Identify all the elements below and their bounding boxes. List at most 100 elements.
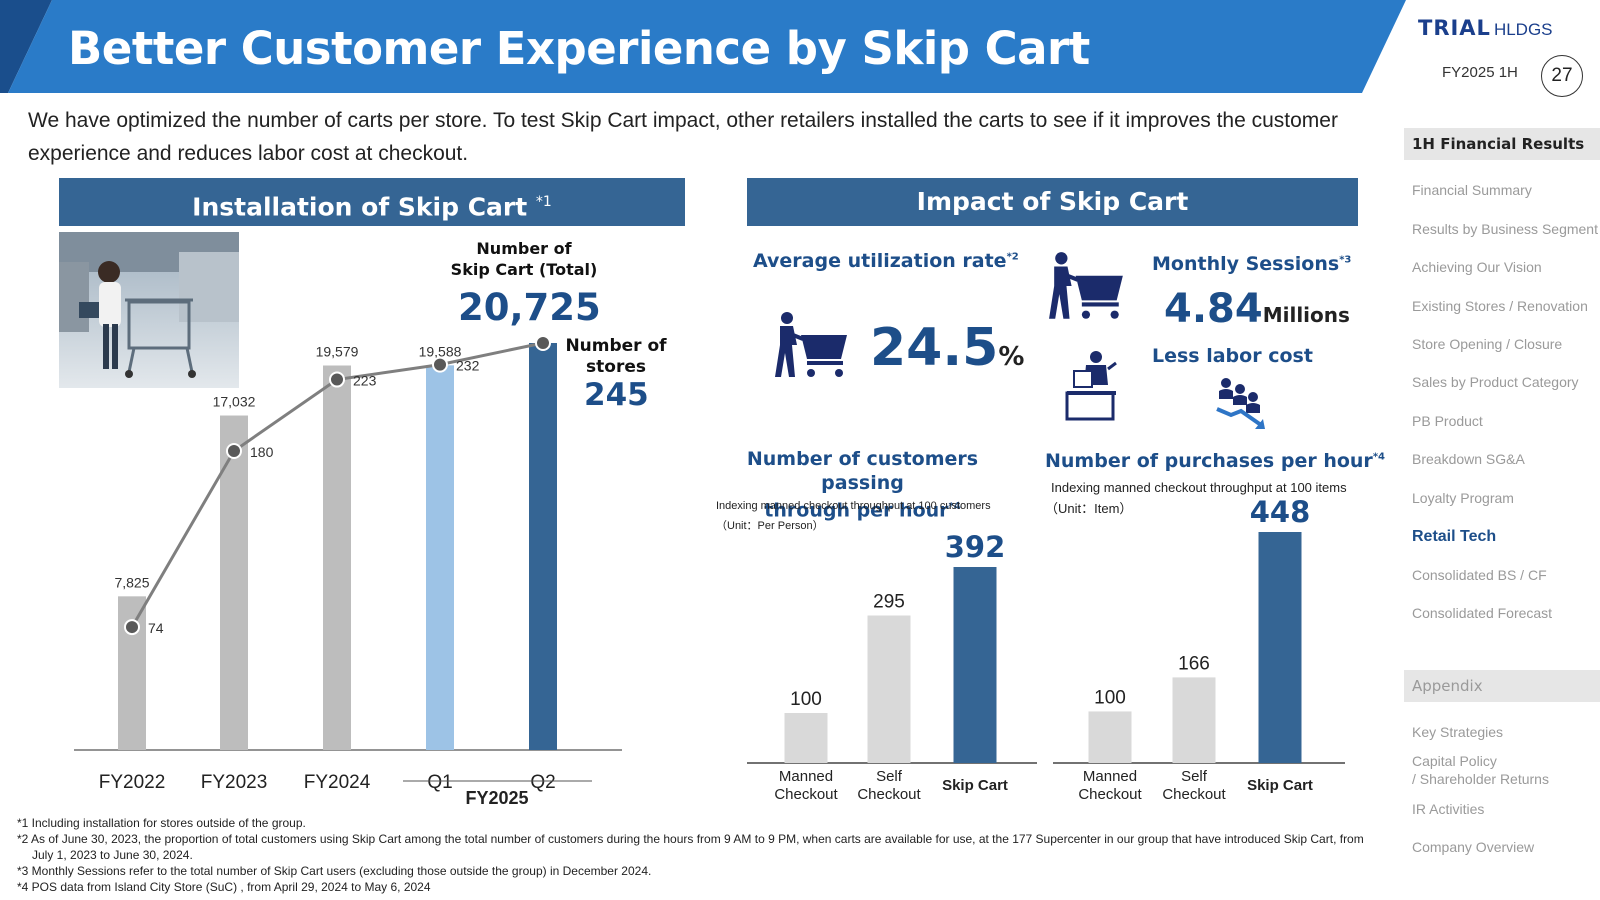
installation-bar-q1	[426, 365, 454, 750]
installation-note: *1	[535, 194, 552, 210]
stores-value-label: 232	[456, 358, 480, 374]
labor-cost-title: Less labor cost	[1152, 345, 1313, 367]
purchases-x-tick-label: Checkout	[1078, 786, 1142, 803]
footnote-4: *4 POS data from Island City Store (SuC)…	[17, 880, 431, 894]
purchases-bar	[1172, 677, 1216, 763]
installation-x-tick-label: Q2	[530, 772, 555, 793]
utilization-title: Average utilization rate*2	[753, 250, 1019, 272]
footnote-2: *2 As of June 30, 2023, the proportion o…	[17, 832, 1364, 862]
customers-bar	[784, 713, 828, 763]
skip-cart-total-value: 20,725	[458, 286, 601, 329]
customers-x-tick-label: Checkout	[857, 786, 921, 803]
stores-point	[226, 442, 242, 459]
installation-x-tick-label: FY2024	[304, 772, 371, 793]
period-label: FY2025 1H	[1442, 64, 1518, 81]
purchases-bar-value-label: 448	[1250, 495, 1311, 529]
purchases-x-tick-label: Self	[1181, 768, 1208, 785]
cashier-icon	[1065, 351, 1117, 421]
customers-chart-subtitle: Indexing manned checkout throughput at 1…	[716, 500, 991, 512]
purchases-chart-unit: （Unit：Item）	[1045, 501, 1133, 516]
customers-bar-value-label: 392	[945, 530, 1006, 564]
purchases-bar	[1258, 532, 1302, 763]
sidebar-item-achieving-vision[interactable]: Achieving Our Vision	[1412, 259, 1542, 275]
logo-brand: TRIAL	[1418, 16, 1491, 40]
stores-label: Number of stores	[560, 336, 672, 378]
sidebar-item-consolidated-forecast[interactable]: Consolidated Forecast	[1412, 605, 1553, 621]
purchases-x-tick-label: Manned	[1083, 768, 1137, 785]
sidebar-item-business-segment[interactable]: Results by Business Segment	[1412, 221, 1598, 237]
sidebar-item-retail-tech[interactable]: Retail Tech	[1412, 528, 1497, 545]
sessions-cart-icon	[1049, 252, 1123, 319]
stores-value-label: 180	[250, 444, 274, 460]
installation-x-tick-label: Q1	[427, 772, 452, 793]
sidebar-item-store-opening[interactable]: Store Opening / Closure	[1412, 336, 1563, 352]
stores-point	[432, 356, 448, 373]
logo-suffix: HLDGS	[1493, 20, 1553, 39]
header-band	[0, 0, 1406, 93]
installation-panel-header: Installation of Skip Cart *1	[59, 178, 685, 226]
skip-cart-total-label: Number of Skip Cart (Total)	[440, 238, 608, 280]
footnotes: *1 Including installation for stores out…	[17, 815, 1367, 895]
skip-cart-total-label-line2: Skip Cart (Total)	[450, 260, 598, 279]
utilization-value: 24.5%	[870, 318, 1025, 378]
purchases-bar	[1088, 711, 1132, 763]
sidebar-section-financial-results[interactable]: 1H Financial Results	[1404, 128, 1600, 160]
customers-x-tick-label: Checkout	[774, 786, 838, 803]
footnote-1: *1 Including installation for stores out…	[17, 816, 306, 830]
installation-x-tick-label: FY2023	[201, 772, 268, 793]
customers-x-tick-label: Self	[876, 768, 903, 785]
charts-canvas: 7,825 FY2022 17,032 FY2023 19,579 FY2024 19,58…	[74, 335, 1345, 808]
cart-person-icon	[775, 312, 847, 377]
footnote-3: *3 Monthly Sessions refer to the total n…	[17, 864, 652, 878]
installation-bar-value-label: 19,579	[316, 344, 359, 360]
sidebar-item-financial-summary[interactable]: Financial Summary	[1412, 182, 1532, 198]
purchases-bar-value-label: 100	[1094, 687, 1126, 708]
stores-value: 245	[584, 377, 649, 413]
stores-point	[124, 619, 140, 636]
installation-bar-value-label: 17,032	[213, 394, 256, 410]
page-number: 27	[1541, 55, 1583, 97]
labor-reduction-icon	[1216, 378, 1265, 429]
purchases-chart-title: Number of purchases per hour*4	[1045, 450, 1385, 472]
sessions-title: Monthly Sessions*3	[1152, 253, 1352, 275]
customers-x-tick-label: Manned	[779, 768, 833, 785]
sidebar-item-existing-stores[interactable]: Existing Stores / Renovation	[1412, 298, 1588, 314]
installation-bar-fy2023	[220, 415, 248, 750]
stores-label-line2: stores	[586, 357, 646, 377]
sidebar-item-consolidated-bs[interactable]: Consolidated BS / CF	[1412, 567, 1547, 583]
stores-point	[535, 335, 551, 351]
purchases-chart-subtitle: Indexing manned checkout throughput at 1…	[1051, 480, 1347, 495]
impact-panel-header: Impact of Skip Cart	[747, 178, 1358, 226]
skip-cart-photo	[59, 232, 239, 388]
purchases-x-tick-label: Checkout	[1162, 786, 1226, 803]
sidebar-item-sales-category[interactable]: Sales by Product Category	[1412, 374, 1579, 390]
installation-x-tick-label: FY2022	[99, 772, 166, 793]
stores-value-label: 223	[353, 373, 377, 389]
page-title: Better Customer Experience by Skip Cart	[68, 22, 1090, 75]
customers-bar	[953, 567, 997, 763]
sessions-value: 4.84Millions	[1164, 286, 1350, 332]
sidebar-item-pb-product[interactable]: PB Product	[1412, 413, 1483, 429]
stores-label-line1: Number of	[565, 336, 667, 356]
purchases-x-tick-label: Skip Cart	[1247, 777, 1313, 794]
sidebar-item-key-strategies[interactable]: Key Strategies	[1412, 724, 1504, 740]
fy2025-group-label: FY2025	[465, 788, 528, 808]
sidebar-item-shareholder-returns[interactable]: / Shareholder Returns	[1412, 771, 1549, 787]
company-logo: TRIAL HLDGS	[1418, 16, 1590, 42]
customers-bar	[867, 615, 911, 763]
installation-panel-title: Installation of Skip Cart	[192, 192, 528, 222]
purchases-bar-value-label: 166	[1178, 653, 1210, 674]
stores-point	[329, 371, 345, 388]
sidebar-item-capital-policy[interactable]: Capital Policy	[1412, 753, 1497, 769]
skip-cart-total-label-line1: Number of	[476, 239, 572, 258]
customers-chart-title: Number of customers passing through per …	[746, 448, 979, 522]
sidebar-item-ir-activities[interactable]: IR Activities	[1412, 801, 1485, 817]
customers-chart-unit: （Unit：Per Person）	[716, 520, 824, 532]
sidebar-section-appendix[interactable]: Appendix	[1404, 670, 1600, 702]
installation-bar-value-label: 19,588	[419, 343, 462, 359]
sidebar-item-breakdown-sga[interactable]: Breakdown SG&A	[1412, 451, 1525, 467]
sidebar-item-loyalty-program[interactable]: Loyalty Program	[1412, 490, 1514, 506]
installation-bar-q2	[529, 343, 557, 750]
sidebar-item-company-overview[interactable]: Company Overview	[1412, 839, 1535, 855]
customers-bar-value-label: 100	[790, 689, 822, 710]
